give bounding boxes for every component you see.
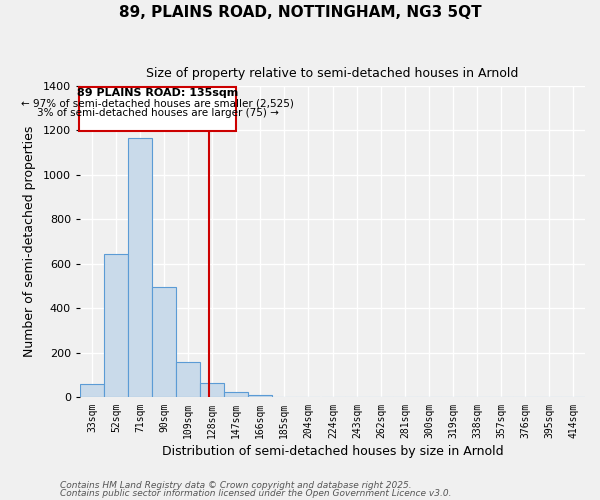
Bar (200, 383, 224, 398)
Text: 3% of semi-detached houses are larger (75) →: 3% of semi-detached houses are larger (7… (37, 108, 278, 118)
Bar (80, 384, 104, 398)
Bar (104, 254, 128, 398)
Bar (128, 138, 152, 398)
Text: Contains public sector information licensed under the Open Government Licence v3: Contains public sector information licen… (60, 489, 452, 498)
Bar (224, 392, 248, 398)
Bar (176, 362, 200, 398)
Bar (152, 288, 176, 398)
Bar (248, 395, 272, 398)
Text: ← 97% of semi-detached houses are smaller (2,525): ← 97% of semi-detached houses are smalle… (21, 98, 294, 108)
Text: 89, PLAINS ROAD, NOTTINGHAM, NG3 5QT: 89, PLAINS ROAD, NOTTINGHAM, NG3 5QT (119, 5, 481, 20)
Title: Size of property relative to semi-detached houses in Arnold: Size of property relative to semi-detach… (146, 68, 518, 80)
X-axis label: Distribution of semi-detached houses by size in Arnold: Distribution of semi-detached houses by … (161, 444, 503, 458)
Y-axis label: Number of semi-detached properties: Number of semi-detached properties (23, 126, 36, 358)
FancyBboxPatch shape (79, 87, 236, 132)
Text: 89 PLAINS ROAD: 135sqm: 89 PLAINS ROAD: 135sqm (77, 88, 238, 98)
Text: Contains HM Land Registry data © Crown copyright and database right 2025.: Contains HM Land Registry data © Crown c… (60, 480, 412, 490)
